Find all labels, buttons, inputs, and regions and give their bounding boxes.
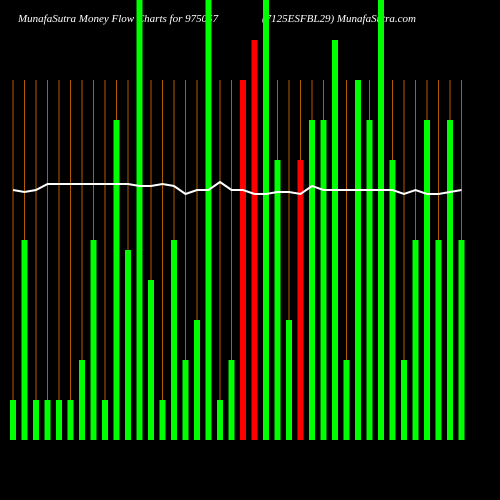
bar bbox=[378, 0, 384, 440]
bar bbox=[171, 240, 177, 440]
bar bbox=[182, 360, 189, 440]
bar bbox=[389, 160, 396, 440]
bar bbox=[412, 240, 419, 440]
bar bbox=[251, 40, 258, 440]
bar bbox=[240, 80, 246, 440]
bar bbox=[343, 360, 350, 440]
bar bbox=[56, 400, 62, 440]
chart-title: MunafaSutra Money Flow Charts for 975057 bbox=[17, 13, 219, 25]
bar bbox=[205, 0, 212, 440]
bar bbox=[447, 120, 453, 440]
bar bbox=[435, 240, 442, 440]
bar bbox=[194, 320, 200, 440]
bar bbox=[148, 280, 154, 440]
bar bbox=[67, 400, 74, 440]
bar bbox=[297, 160, 304, 440]
bar bbox=[355, 80, 361, 440]
bar bbox=[136, 0, 143, 440]
bar bbox=[125, 250, 131, 440]
bar bbox=[458, 240, 465, 440]
bar bbox=[10, 400, 16, 440]
bar bbox=[320, 120, 327, 440]
bar bbox=[228, 360, 235, 440]
money-flow-line bbox=[12, 180, 462, 196]
bar bbox=[309, 120, 315, 440]
bar bbox=[113, 120, 120, 440]
bar bbox=[217, 400, 223, 440]
bar bbox=[366, 120, 373, 440]
bar bbox=[159, 400, 166, 440]
bar bbox=[102, 400, 108, 440]
bar bbox=[79, 360, 85, 440]
bar bbox=[90, 240, 97, 440]
bar bbox=[21, 240, 28, 440]
chart-subtitle: (7125ESFBL29) MunafaSutra.com bbox=[262, 13, 416, 25]
bar bbox=[44, 400, 51, 440]
bar bbox=[274, 160, 281, 440]
bar bbox=[424, 120, 430, 440]
bar bbox=[286, 320, 292, 440]
bar bbox=[332, 40, 338, 440]
bar bbox=[401, 360, 407, 440]
bar bbox=[263, 0, 269, 440]
bar bbox=[33, 400, 39, 440]
